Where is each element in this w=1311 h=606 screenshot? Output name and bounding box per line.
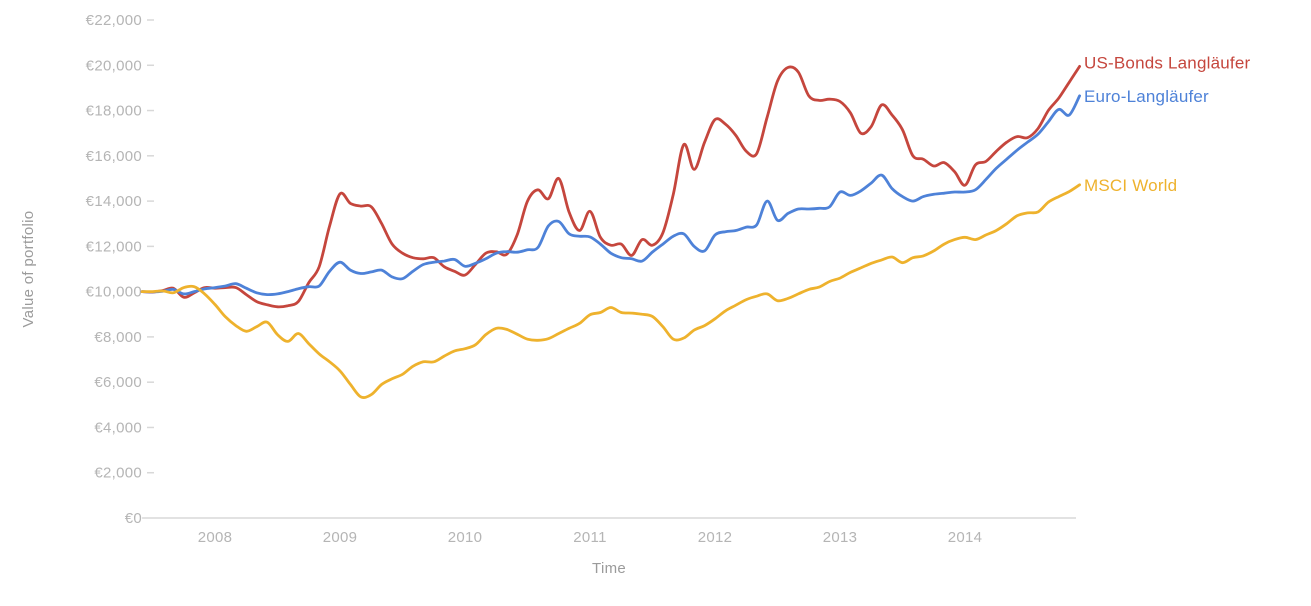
series-line-euro-langl-ufer: [140, 94, 1081, 297]
y-tick-label: €16,000: [86, 148, 142, 165]
y-tick-label: €6,000: [94, 374, 142, 391]
y-tick-label: €20,000: [86, 57, 142, 74]
legend-label-msci-world: MSCI World: [1084, 176, 1177, 195]
y-tick-label: €8,000: [94, 329, 142, 346]
x-tick-label: 2012: [698, 529, 733, 546]
y-tick-label: €2,000: [94, 465, 142, 482]
legend-label-euro-langl-ufer: Euro-Langläufer: [1084, 87, 1209, 106]
y-tick-label: €22,000: [86, 12, 142, 29]
legend-label-us-bonds-langl-ufer: US-Bonds Langläufer: [1084, 53, 1250, 72]
y-tick-label: €4,000: [94, 419, 142, 436]
y-tick-label: €10,000: [86, 284, 142, 301]
series-line-us-bonds-langl-ufer: [140, 65, 1081, 309]
y-axis-title: Value of portfolio: [20, 211, 37, 328]
x-tick-label: 2014: [948, 529, 983, 546]
x-tick-label: 2013: [823, 529, 858, 546]
series-line-msci-world: [140, 183, 1081, 399]
y-tick-label: €12,000: [86, 238, 142, 255]
x-tick-label: 2009: [323, 529, 358, 546]
y-tick-label: €14,000: [86, 193, 142, 210]
x-tick-label: 2010: [448, 529, 483, 546]
y-tick-label: €18,000: [86, 103, 142, 120]
x-tick-label: 2011: [573, 529, 606, 546]
x-axis-title: Time: [592, 560, 626, 577]
x-tick-label: 2008: [198, 529, 233, 546]
y-tick-label: €0: [125, 510, 142, 527]
